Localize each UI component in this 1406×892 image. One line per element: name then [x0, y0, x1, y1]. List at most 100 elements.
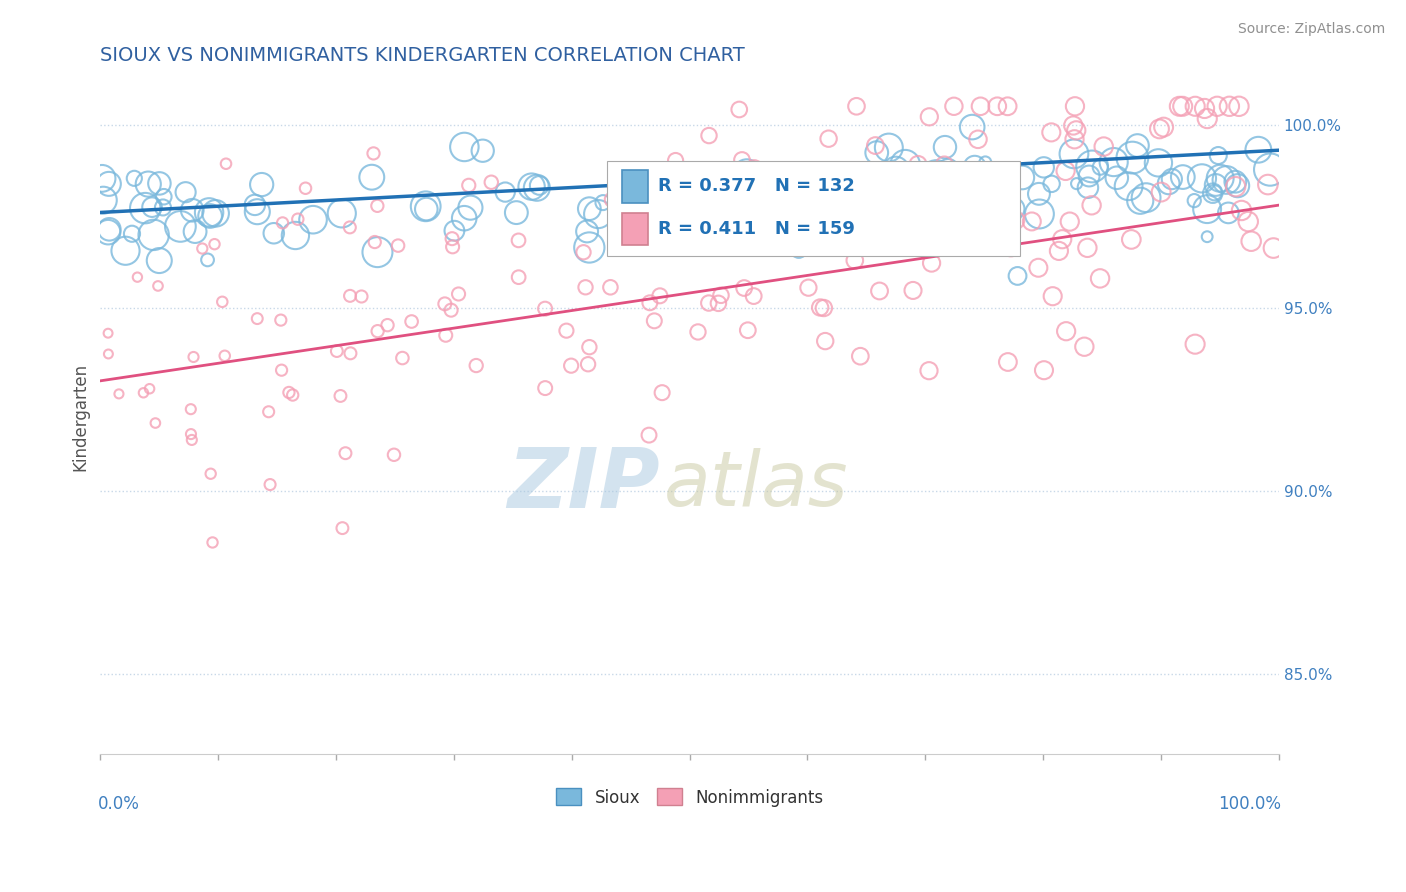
- Point: [250, 178, 273, 192]
- Point: [797, 281, 820, 295]
- Point: [1149, 122, 1171, 136]
- Point: [281, 388, 304, 402]
- Point: [1171, 99, 1194, 113]
- Point: [555, 324, 578, 338]
- Point: [963, 202, 986, 217]
- Text: atlas: atlas: [664, 448, 848, 522]
- Point: [1197, 202, 1219, 216]
- Point: [1042, 289, 1064, 303]
- Point: [377, 318, 399, 333]
- Point: [1064, 123, 1087, 137]
- Point: [1063, 132, 1085, 146]
- Point: [1247, 143, 1270, 157]
- Point: [97, 347, 120, 361]
- Point: [198, 209, 221, 223]
- Point: [363, 146, 385, 161]
- Point: [1218, 99, 1240, 113]
- Point: [995, 161, 1018, 176]
- Point: [1129, 194, 1152, 208]
- Point: [153, 190, 176, 204]
- Point: [1168, 99, 1191, 113]
- Point: [986, 99, 1008, 113]
- Point: [1102, 155, 1125, 169]
- Point: [963, 160, 986, 174]
- Point: [401, 314, 423, 328]
- Point: [391, 351, 413, 365]
- Point: [332, 521, 354, 535]
- Point: [1150, 185, 1173, 199]
- Point: [817, 131, 839, 145]
- Point: [278, 385, 301, 400]
- Point: [526, 181, 548, 195]
- Point: [960, 120, 983, 134]
- Point: [1007, 268, 1029, 283]
- Point: [1240, 234, 1263, 248]
- Point: [814, 334, 837, 348]
- Point: [97, 177, 120, 191]
- Point: [1063, 146, 1085, 161]
- Point: [935, 181, 957, 195]
- Point: [1182, 194, 1205, 208]
- Point: [1088, 271, 1111, 285]
- Point: [651, 385, 673, 400]
- Point: [145, 416, 167, 430]
- Point: [907, 157, 929, 171]
- Point: [441, 240, 464, 254]
- Point: [197, 252, 219, 267]
- Point: [1092, 139, 1115, 153]
- Text: ZIP: ZIP: [508, 444, 661, 525]
- Point: [148, 253, 170, 268]
- Point: [364, 235, 387, 249]
- Point: [1126, 138, 1149, 153]
- Point: [246, 204, 269, 219]
- Point: [263, 227, 285, 241]
- Point: [869, 284, 891, 298]
- Point: [938, 221, 960, 235]
- Point: [936, 162, 959, 177]
- Point: [763, 209, 786, 223]
- Point: [934, 140, 956, 154]
- Point: [1215, 173, 1237, 187]
- Point: [270, 313, 292, 327]
- Point: [630, 187, 652, 202]
- Point: [650, 210, 672, 224]
- Point: [108, 387, 131, 401]
- Point: [1184, 337, 1206, 351]
- Point: [578, 340, 600, 354]
- Point: [572, 245, 595, 260]
- Point: [1118, 179, 1140, 194]
- Point: [1191, 171, 1213, 186]
- Point: [1237, 214, 1260, 228]
- Point: [271, 216, 294, 230]
- Point: [697, 128, 720, 143]
- Point: [505, 205, 527, 219]
- Point: [127, 270, 149, 285]
- Point: [893, 207, 915, 221]
- Point: [742, 161, 765, 175]
- Point: [640, 191, 662, 205]
- Point: [520, 179, 543, 194]
- Point: [98, 222, 121, 236]
- Point: [936, 232, 959, 246]
- Point: [335, 446, 357, 460]
- Point: [1028, 260, 1050, 275]
- Point: [707, 235, 730, 249]
- Point: [1153, 120, 1175, 135]
- Point: [797, 225, 820, 239]
- Point: [706, 173, 728, 187]
- Point: [917, 202, 939, 217]
- Point: [865, 138, 887, 153]
- Point: [576, 357, 599, 371]
- Point: [728, 103, 751, 117]
- Point: [415, 202, 437, 216]
- Point: [382, 448, 405, 462]
- Point: [329, 389, 352, 403]
- Point: [1054, 164, 1077, 178]
- Text: R = 0.411   N = 159: R = 0.411 N = 159: [658, 219, 855, 238]
- Point: [180, 402, 202, 417]
- Point: [643, 314, 665, 328]
- Point: [634, 197, 657, 211]
- Point: [600, 193, 623, 207]
- Point: [443, 224, 465, 238]
- Point: [270, 363, 292, 377]
